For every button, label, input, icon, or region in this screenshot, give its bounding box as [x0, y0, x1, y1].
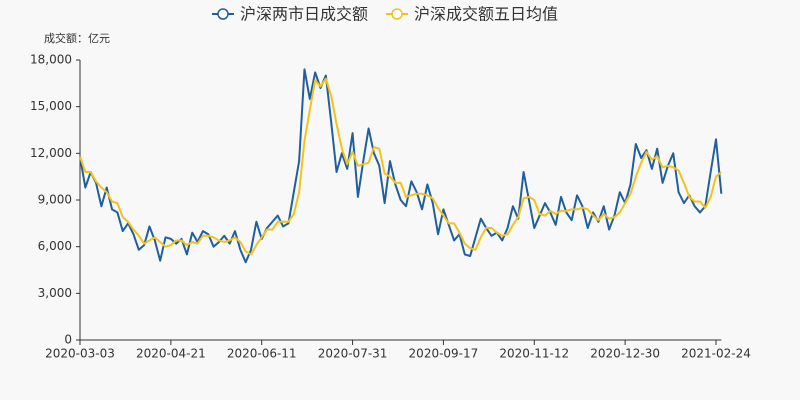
series-line — [79, 77, 722, 256]
x-tick-label: 2020-03-03 — [45, 347, 115, 361]
y-tick-label: 9,000 — [38, 193, 72, 207]
y-tick-label: 6,000 — [38, 239, 72, 253]
legend-label[interactable]: 沪深成交额五日均值 — [414, 5, 558, 24]
x-tick-label: 2020-06-11 — [227, 347, 297, 361]
x-tick-label: 2020-09-17 — [409, 347, 479, 361]
x-tick-label: 2020-11-12 — [499, 347, 569, 361]
y-tick-label: 15,000 — [30, 99, 72, 113]
x-tick-label: 2020-12-30 — [590, 347, 660, 361]
x-tick-label: 2020-07-31 — [318, 347, 388, 361]
x-tick-label: 2021-02-24 — [681, 347, 751, 361]
x-tick-label: 2020-04-21 — [136, 347, 206, 361]
y-axis-label: 成交额：亿元 — [44, 31, 110, 45]
legend-label[interactable]: 沪深两市日成交额 — [240, 5, 368, 24]
legend-marker — [217, 8, 229, 20]
y-tick-label: 3,000 — [38, 286, 72, 300]
legend-marker — [391, 8, 403, 20]
series-line — [79, 68, 723, 264]
y-tick-label: 0 — [64, 333, 72, 347]
y-tick-label: 12,000 — [30, 146, 72, 160]
y-tick-label: 18,000 — [30, 53, 72, 67]
